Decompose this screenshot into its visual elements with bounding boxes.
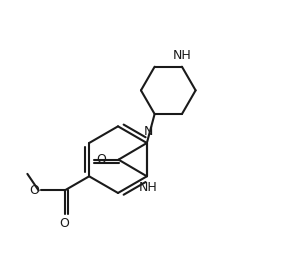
Text: NH: NH <box>172 49 191 62</box>
Text: O: O <box>29 184 39 197</box>
Text: O: O <box>60 217 69 230</box>
Text: N: N <box>144 125 153 138</box>
Text: NH: NH <box>139 181 158 194</box>
Text: O: O <box>96 153 106 166</box>
